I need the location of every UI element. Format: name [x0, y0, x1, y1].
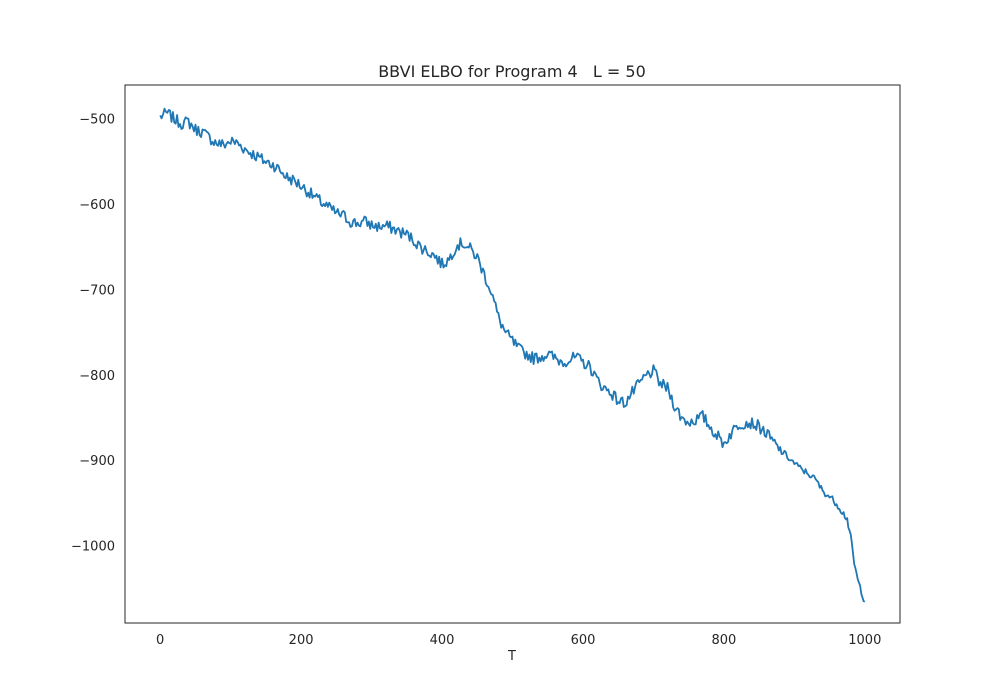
series-line-0 — [159, 107, 866, 603]
y-tick-label: −900 — [79, 454, 115, 469]
x-axis-label: T — [507, 649, 516, 664]
y-tick-label: −700 — [79, 284, 115, 299]
x-tick-label: 600 — [571, 633, 596, 648]
x-tick-label: 1000 — [848, 633, 881, 648]
y-tick-label: −800 — [79, 369, 115, 384]
y-tick-label: −500 — [79, 113, 115, 128]
x-tick-label: 200 — [289, 633, 314, 648]
x-tick-label: 800 — [711, 633, 736, 648]
axes-frame — [124, 84, 901, 624]
y-tick-label: −600 — [79, 198, 115, 213]
plot-area: 0 200 400 600 800 1000 −500 −600 −700 −800 −900 −10… — [71, 84, 901, 648]
y-tick-label: −1000 — [71, 540, 115, 555]
x-tick-label: 400 — [430, 633, 455, 648]
x-tick-label: 0 — [156, 633, 164, 648]
chart-title: BBVI ELBO for Program 4 L = 50 — [378, 62, 646, 81]
